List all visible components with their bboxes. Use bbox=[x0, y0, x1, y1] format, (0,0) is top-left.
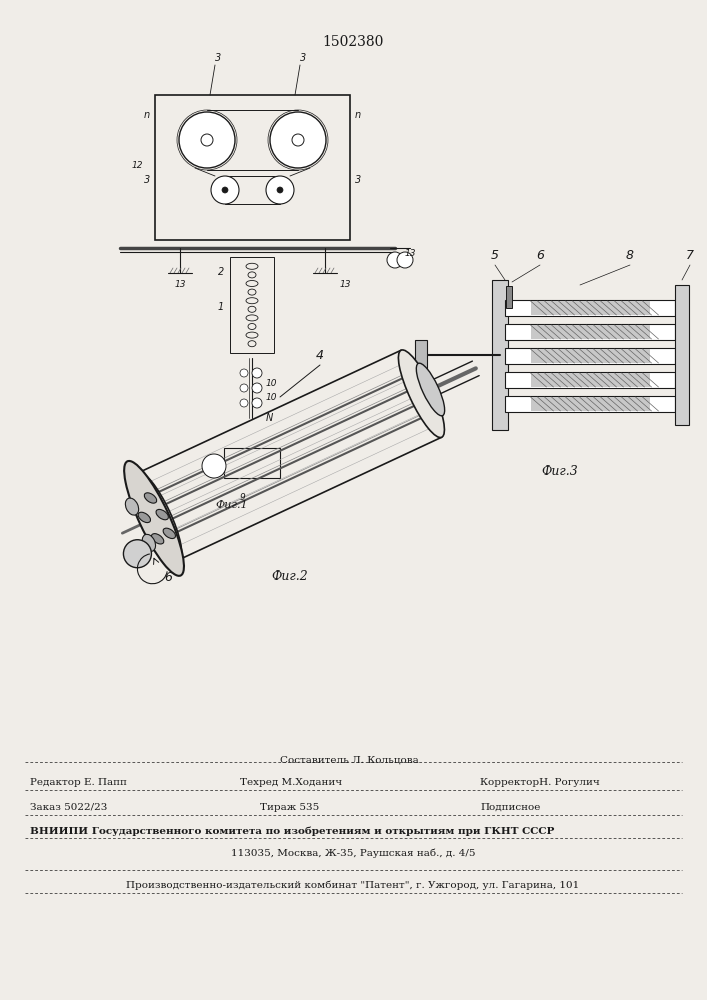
Circle shape bbox=[270, 112, 326, 168]
Text: n: n bbox=[355, 110, 361, 120]
Ellipse shape bbox=[156, 509, 168, 520]
Text: 1502380: 1502380 bbox=[322, 35, 384, 49]
Bar bbox=[530, 325, 650, 339]
Text: Составитель Л. Кольцова: Составитель Л. Кольцова bbox=[280, 756, 419, 765]
Ellipse shape bbox=[138, 512, 151, 523]
Text: n: n bbox=[144, 110, 150, 120]
Text: Редактор Е. Папп: Редактор Е. Папп bbox=[30, 778, 127, 787]
Text: 4: 4 bbox=[316, 349, 324, 362]
Circle shape bbox=[202, 454, 226, 478]
Bar bbox=[505, 396, 675, 412]
Text: Тираж 535: Тираж 535 bbox=[260, 803, 320, 812]
Text: 6: 6 bbox=[536, 249, 544, 262]
Text: 9: 9 bbox=[239, 493, 245, 502]
Ellipse shape bbox=[151, 534, 164, 544]
Ellipse shape bbox=[416, 363, 445, 416]
Text: 3: 3 bbox=[144, 175, 150, 185]
Circle shape bbox=[201, 134, 213, 146]
Circle shape bbox=[266, 176, 294, 204]
Circle shape bbox=[252, 383, 262, 393]
Text: Подписное: Подписное bbox=[480, 803, 540, 812]
Text: 6: 6 bbox=[164, 571, 173, 584]
Circle shape bbox=[222, 187, 228, 193]
Circle shape bbox=[397, 252, 413, 268]
Bar bbox=[530, 397, 650, 411]
Circle shape bbox=[179, 112, 235, 168]
Text: 8: 8 bbox=[626, 249, 634, 262]
Bar bbox=[506, 286, 512, 308]
Text: КорректорН. Рогулич: КорректорН. Рогулич bbox=[480, 778, 600, 787]
Text: Заказ 5022/23: Заказ 5022/23 bbox=[30, 803, 107, 812]
Bar bbox=[505, 348, 675, 364]
Text: Техред М.Ходанич: Техред М.Ходанич bbox=[240, 778, 342, 787]
Text: 10: 10 bbox=[266, 393, 278, 402]
Circle shape bbox=[211, 176, 239, 204]
Text: 13: 13 bbox=[339, 280, 351, 289]
Circle shape bbox=[252, 398, 262, 408]
Bar bbox=[530, 349, 650, 363]
Bar bbox=[224, 448, 280, 478]
Circle shape bbox=[277, 187, 283, 193]
Ellipse shape bbox=[136, 472, 182, 560]
Ellipse shape bbox=[399, 350, 445, 438]
Ellipse shape bbox=[124, 461, 184, 576]
Bar bbox=[505, 300, 675, 316]
Text: 3: 3 bbox=[355, 175, 361, 185]
Text: 7: 7 bbox=[686, 249, 694, 262]
Bar bbox=[492, 280, 508, 430]
Text: Фиг.1: Фиг.1 bbox=[216, 500, 248, 510]
Text: 10: 10 bbox=[266, 378, 278, 387]
Text: 13: 13 bbox=[405, 249, 416, 258]
Text: 13: 13 bbox=[174, 280, 186, 289]
Circle shape bbox=[240, 399, 248, 407]
Ellipse shape bbox=[144, 493, 157, 503]
Text: 2: 2 bbox=[218, 267, 224, 277]
Bar bbox=[530, 373, 650, 387]
Circle shape bbox=[240, 384, 248, 392]
Bar bbox=[505, 372, 675, 388]
Bar bbox=[675, 285, 689, 425]
Bar bbox=[530, 301, 650, 315]
Text: Фиг.3: Фиг.3 bbox=[542, 465, 578, 478]
Ellipse shape bbox=[163, 528, 175, 539]
Text: 3: 3 bbox=[300, 53, 306, 63]
Text: 12: 12 bbox=[132, 160, 143, 169]
Circle shape bbox=[252, 368, 262, 378]
Text: 5: 5 bbox=[491, 249, 499, 262]
Text: Фиг.2: Фиг.2 bbox=[271, 570, 308, 583]
Text: 113035, Москва, Ж-35, Раушская наб., д. 4/5: 113035, Москва, Ж-35, Раушская наб., д. … bbox=[230, 848, 475, 857]
Bar bbox=[155, 95, 350, 240]
Text: Производственно-издательский комбинат "Патент", г. Ужгород, ул. Гагарина, 101: Производственно-издательский комбинат "П… bbox=[127, 880, 580, 890]
Circle shape bbox=[292, 134, 304, 146]
Ellipse shape bbox=[125, 498, 139, 515]
Circle shape bbox=[387, 252, 403, 268]
Circle shape bbox=[124, 540, 151, 568]
Bar bbox=[505, 324, 675, 340]
Text: 5: 5 bbox=[160, 520, 168, 533]
Text: N: N bbox=[266, 413, 273, 423]
Text: 3: 3 bbox=[215, 53, 221, 63]
Circle shape bbox=[240, 369, 248, 377]
Text: 1: 1 bbox=[218, 302, 224, 312]
Bar bbox=[415, 340, 427, 370]
Ellipse shape bbox=[142, 534, 156, 551]
Text: ВНИИПИ Государственного комитета по изобретениям и открытиям при ГКНТ СССР: ВНИИПИ Государственного комитета по изоб… bbox=[30, 827, 554, 836]
Bar bbox=[230, 257, 274, 353]
